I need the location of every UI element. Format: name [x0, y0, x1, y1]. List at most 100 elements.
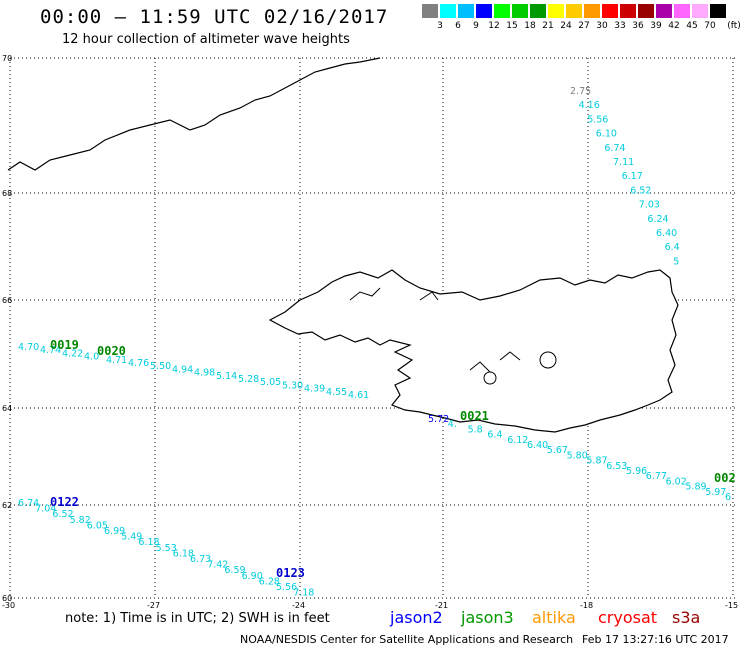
wave-height-value: 6.10 [596, 129, 617, 140]
legend-swatch [710, 4, 726, 18]
wave-height-value: 6.74 [18, 498, 39, 509]
satellite-name: jason2 [390, 608, 443, 627]
wave-height-value: 7.18 [293, 588, 314, 599]
wave-height-value: 4.55 [326, 387, 347, 398]
wave-height-value: 4.0 [84, 352, 99, 363]
wave-height-value: 6.12 [507, 435, 528, 446]
pass-label: 0021 [460, 409, 489, 423]
wave-height-value: 7.03 [639, 200, 660, 211]
legend-label: 18 [524, 21, 536, 31]
wave-height-value: 4.22 [62, 348, 83, 359]
longitude-label: -27 [147, 601, 160, 610]
legend-label: 3 [437, 21, 443, 31]
legend-label: 15 [506, 21, 518, 31]
wave-height-value: 5.67 [547, 445, 568, 456]
legend-swatch [638, 4, 654, 18]
wave-height-value: 7.04 [35, 504, 56, 515]
legend-label: 30 [596, 21, 608, 31]
wave-height-value: 4.16 [579, 100, 600, 111]
satellite-name: jason3 [461, 608, 514, 627]
wave-height-value: 5.56 [587, 114, 608, 125]
wave-height-value: 6.73 [190, 554, 211, 565]
wave-height-value: 4.61 [348, 390, 369, 401]
wave-height-value: 5.56 [276, 582, 297, 593]
longitude-label: -15 [725, 601, 738, 610]
wave-height-value: 4.98 [194, 368, 215, 379]
legend-swatch [440, 4, 456, 18]
legend-label: 24 [560, 21, 572, 31]
pass-label: 0019 [50, 338, 79, 352]
wave-height-value: 5.49 [121, 532, 142, 543]
legend-swatch [692, 4, 708, 18]
wave-height-value: 6.28 [259, 576, 280, 587]
iceland-coastline [7, 57, 679, 433]
wave-height-value: 5.82 [70, 515, 91, 526]
legend-label: 45 [686, 21, 698, 31]
wave-height-value: 6.52 [630, 185, 651, 196]
legend-label: 21 [542, 21, 554, 31]
wave-height-value: 5.53 [156, 543, 177, 554]
legend-label: 6 [455, 21, 461, 31]
wave-height-value: 4.76 [128, 358, 149, 369]
wave-height-value: 2.75 [570, 86, 591, 97]
wave-height-value: 6.90 [242, 571, 263, 582]
wave-height-value: 4.39 [304, 384, 325, 395]
page-subtitle: 12 hour collection of altimeter wave hei… [62, 32, 350, 47]
legend-swatch [566, 4, 582, 18]
wave-height-value: 6.24 [647, 214, 668, 225]
wave-height-value: 5 [673, 256, 679, 267]
wave-height-value: 4.70 [18, 342, 39, 353]
pass-label: 0123 [276, 566, 305, 580]
wave-height-value: 6.40 [527, 440, 548, 451]
legend-swatch [674, 4, 690, 18]
wave-height-value: 5.30 [282, 380, 303, 391]
pass-label: 0020 [97, 344, 126, 358]
legend-swatch [584, 4, 600, 18]
wave-height-value: 4.94 [172, 364, 193, 375]
legend-label: 70 [704, 21, 716, 31]
wave-height-tracks: 2.75 4.16 5.56 6.10 6.74 7.11 6.17 6.52 7.03 6.24… [18, 86, 731, 599]
timestamp-text: Feb 17 13:27:16 UTC 2017 [582, 633, 729, 646]
legend-label: 27 [578, 21, 590, 31]
wave-height-value: 5.80 [567, 450, 588, 461]
legend-label: 36 [632, 21, 644, 31]
lake-shape [539, 351, 557, 369]
greenland-coastline [7, 57, 381, 171]
latitude-label: 66 [2, 296, 12, 305]
legend-label: 9 [473, 21, 479, 31]
wave-height-value: 4.71 [106, 355, 127, 366]
legend-label: 42 [668, 21, 680, 31]
wave-height-value: 6.40 [656, 228, 677, 239]
wave-height-value: 5.96 [626, 466, 647, 477]
pass-labels: 0019 0020 0021 002 0122 0123 [50, 338, 736, 580]
wave-height-value: 5.89 [685, 482, 706, 493]
wave-height-value: 5.87 [586, 456, 607, 467]
wave-height-value: 5.72 [428, 414, 449, 425]
wave-height-value: 6.99 [104, 526, 125, 537]
longitude-label: -21 [435, 601, 448, 610]
legend-swatch [548, 4, 564, 18]
note-text: note: 1) Time is in UTC; 2) SWH is in fe… [65, 611, 330, 626]
wave-height-value: 5.97 [705, 487, 726, 498]
legend-label: 12 [488, 21, 500, 31]
legend-swatch [530, 4, 546, 18]
lake-shape [483, 371, 497, 385]
wave-height-value: 6 [725, 492, 731, 503]
legend-swatch [422, 4, 438, 18]
wave-height-value: 6.52 [52, 509, 73, 520]
latitude-label: 62 [2, 501, 12, 510]
satellite-name: cryosat [598, 608, 658, 627]
satellite-name: s3a [672, 608, 701, 627]
wave-height-value: 7.11 [613, 157, 634, 168]
legend-swatch [602, 4, 618, 18]
wave-height-value: 4.74 [40, 345, 61, 356]
wave-height-value: 5.05 [260, 377, 281, 388]
iceland-fjords [349, 287, 521, 373]
page-title: 00:00 – 11:59 UTC 02/16/2017 [40, 6, 389, 28]
latitude-label: 60 [2, 594, 12, 603]
wave-height-value: 7.42 [207, 560, 228, 571]
iceland-coastline-shape [268, 269, 679, 433]
wave-height-value: 6.17 [622, 171, 643, 182]
wave-height-value: 6.4 [665, 242, 680, 253]
